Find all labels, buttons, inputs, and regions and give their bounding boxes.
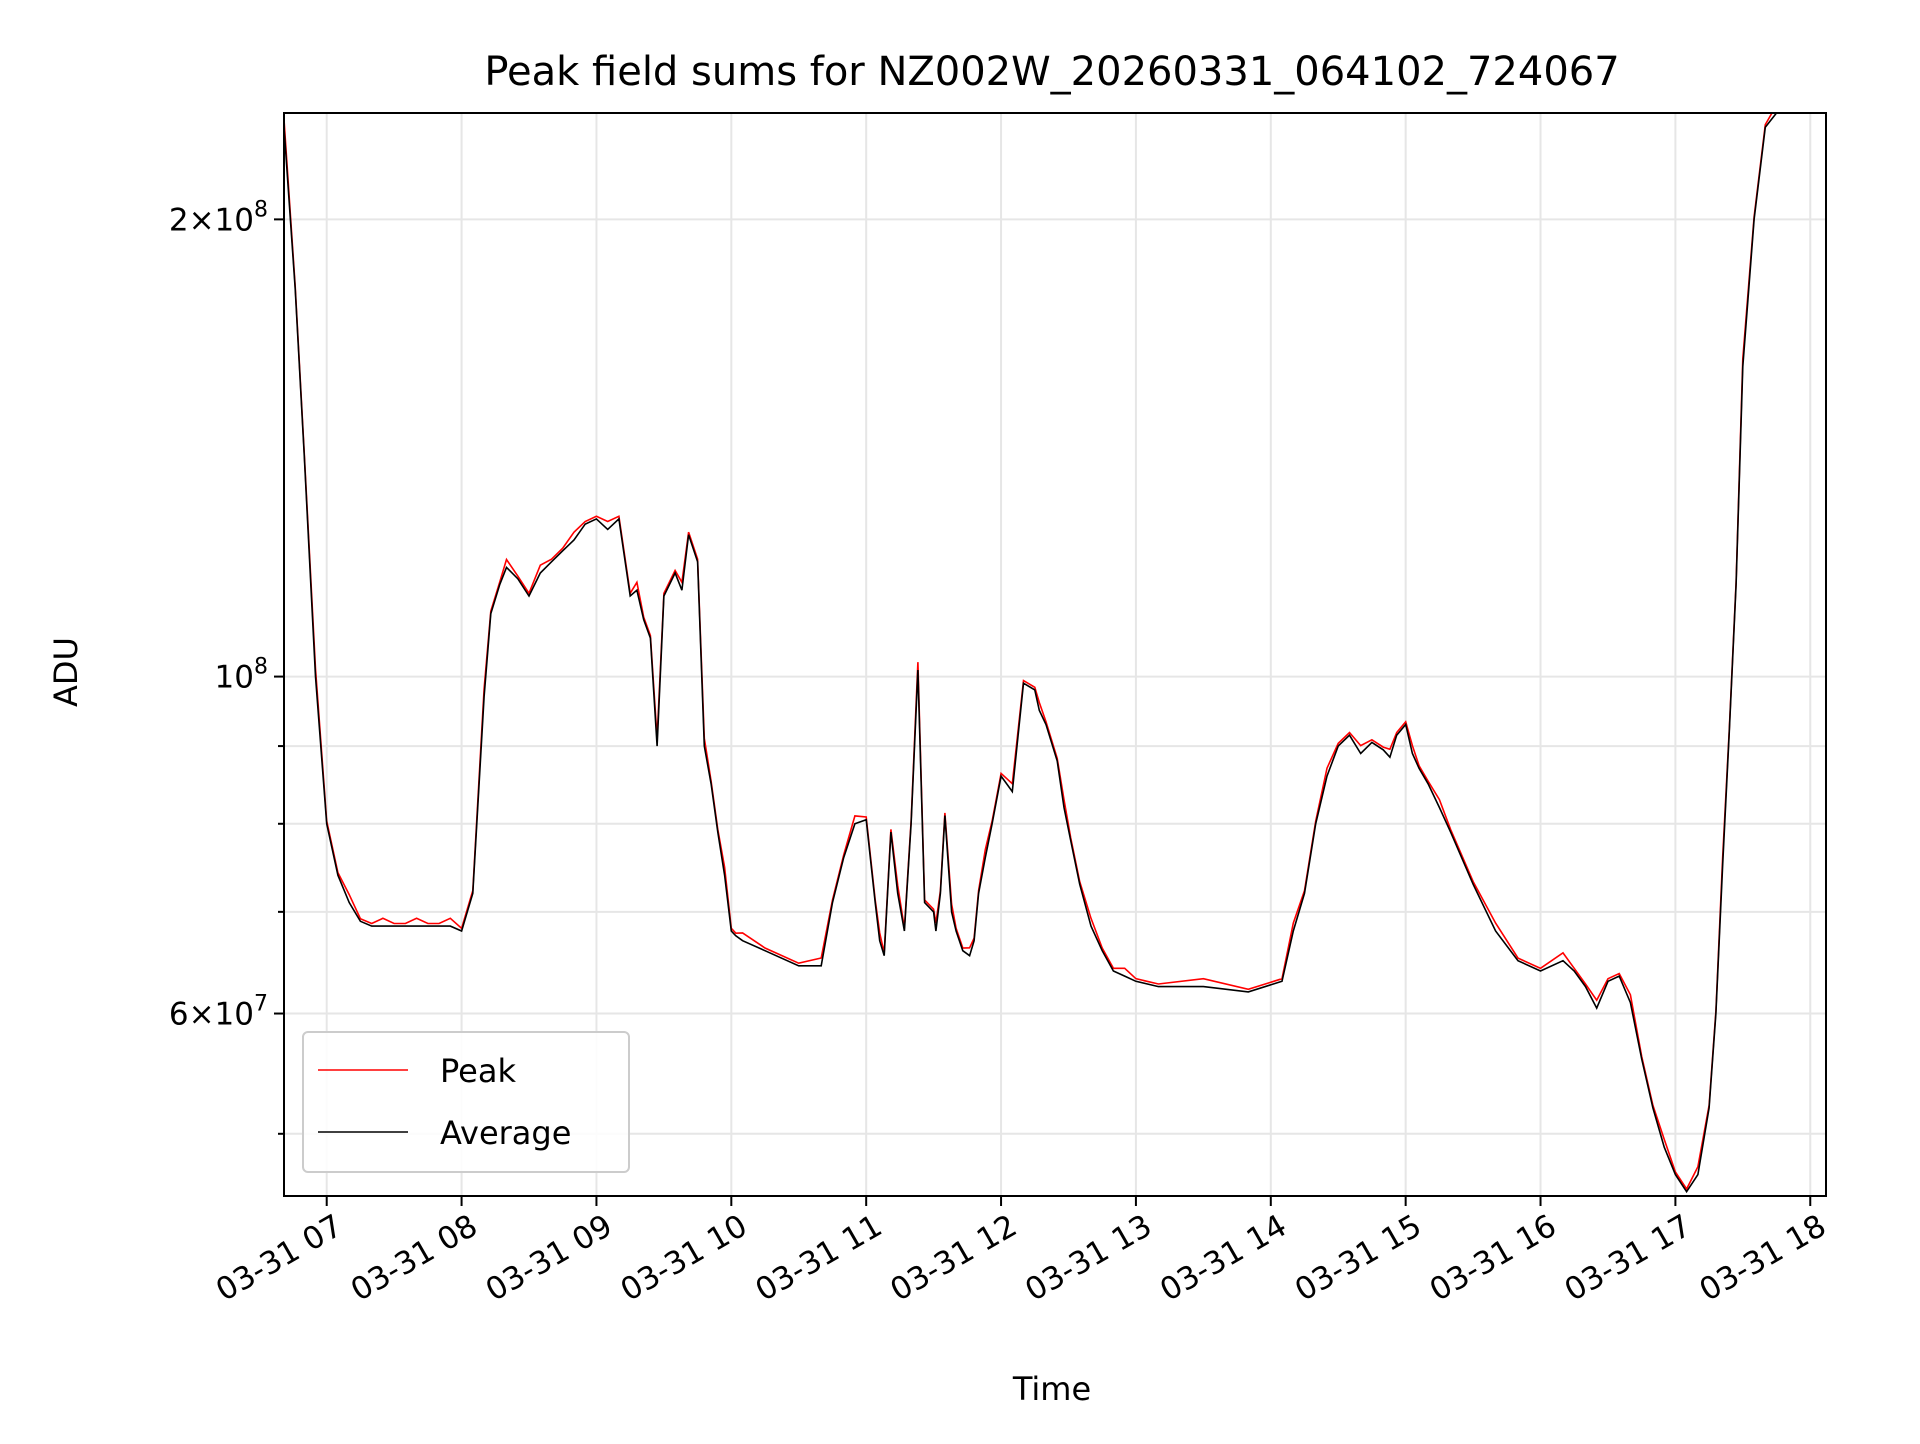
legend-box (302, 1031, 630, 1173)
y-tick-label: 108 (215, 655, 268, 696)
series-line-average (284, 113, 1788, 1194)
plot-frame (283, 112, 1827, 1197)
x-axis-label: Time (1012, 1370, 1091, 1408)
series-layer (284, 113, 1788, 1194)
chart-title: Peak field sums for NZ002W_20260331_0641… (484, 49, 1619, 95)
series-line-peak (284, 113, 1773, 1191)
legend: Peak Average (302, 1031, 630, 1173)
legend-peak-label: Peak (440, 1052, 516, 1090)
y-tick-label: 6×107 (169, 992, 268, 1033)
grid (284, 113, 1826, 1196)
y-tick-label: 2×108 (169, 197, 268, 238)
y-axis-label: ADU (47, 637, 85, 707)
legend-average-label: Average (440, 1114, 571, 1152)
